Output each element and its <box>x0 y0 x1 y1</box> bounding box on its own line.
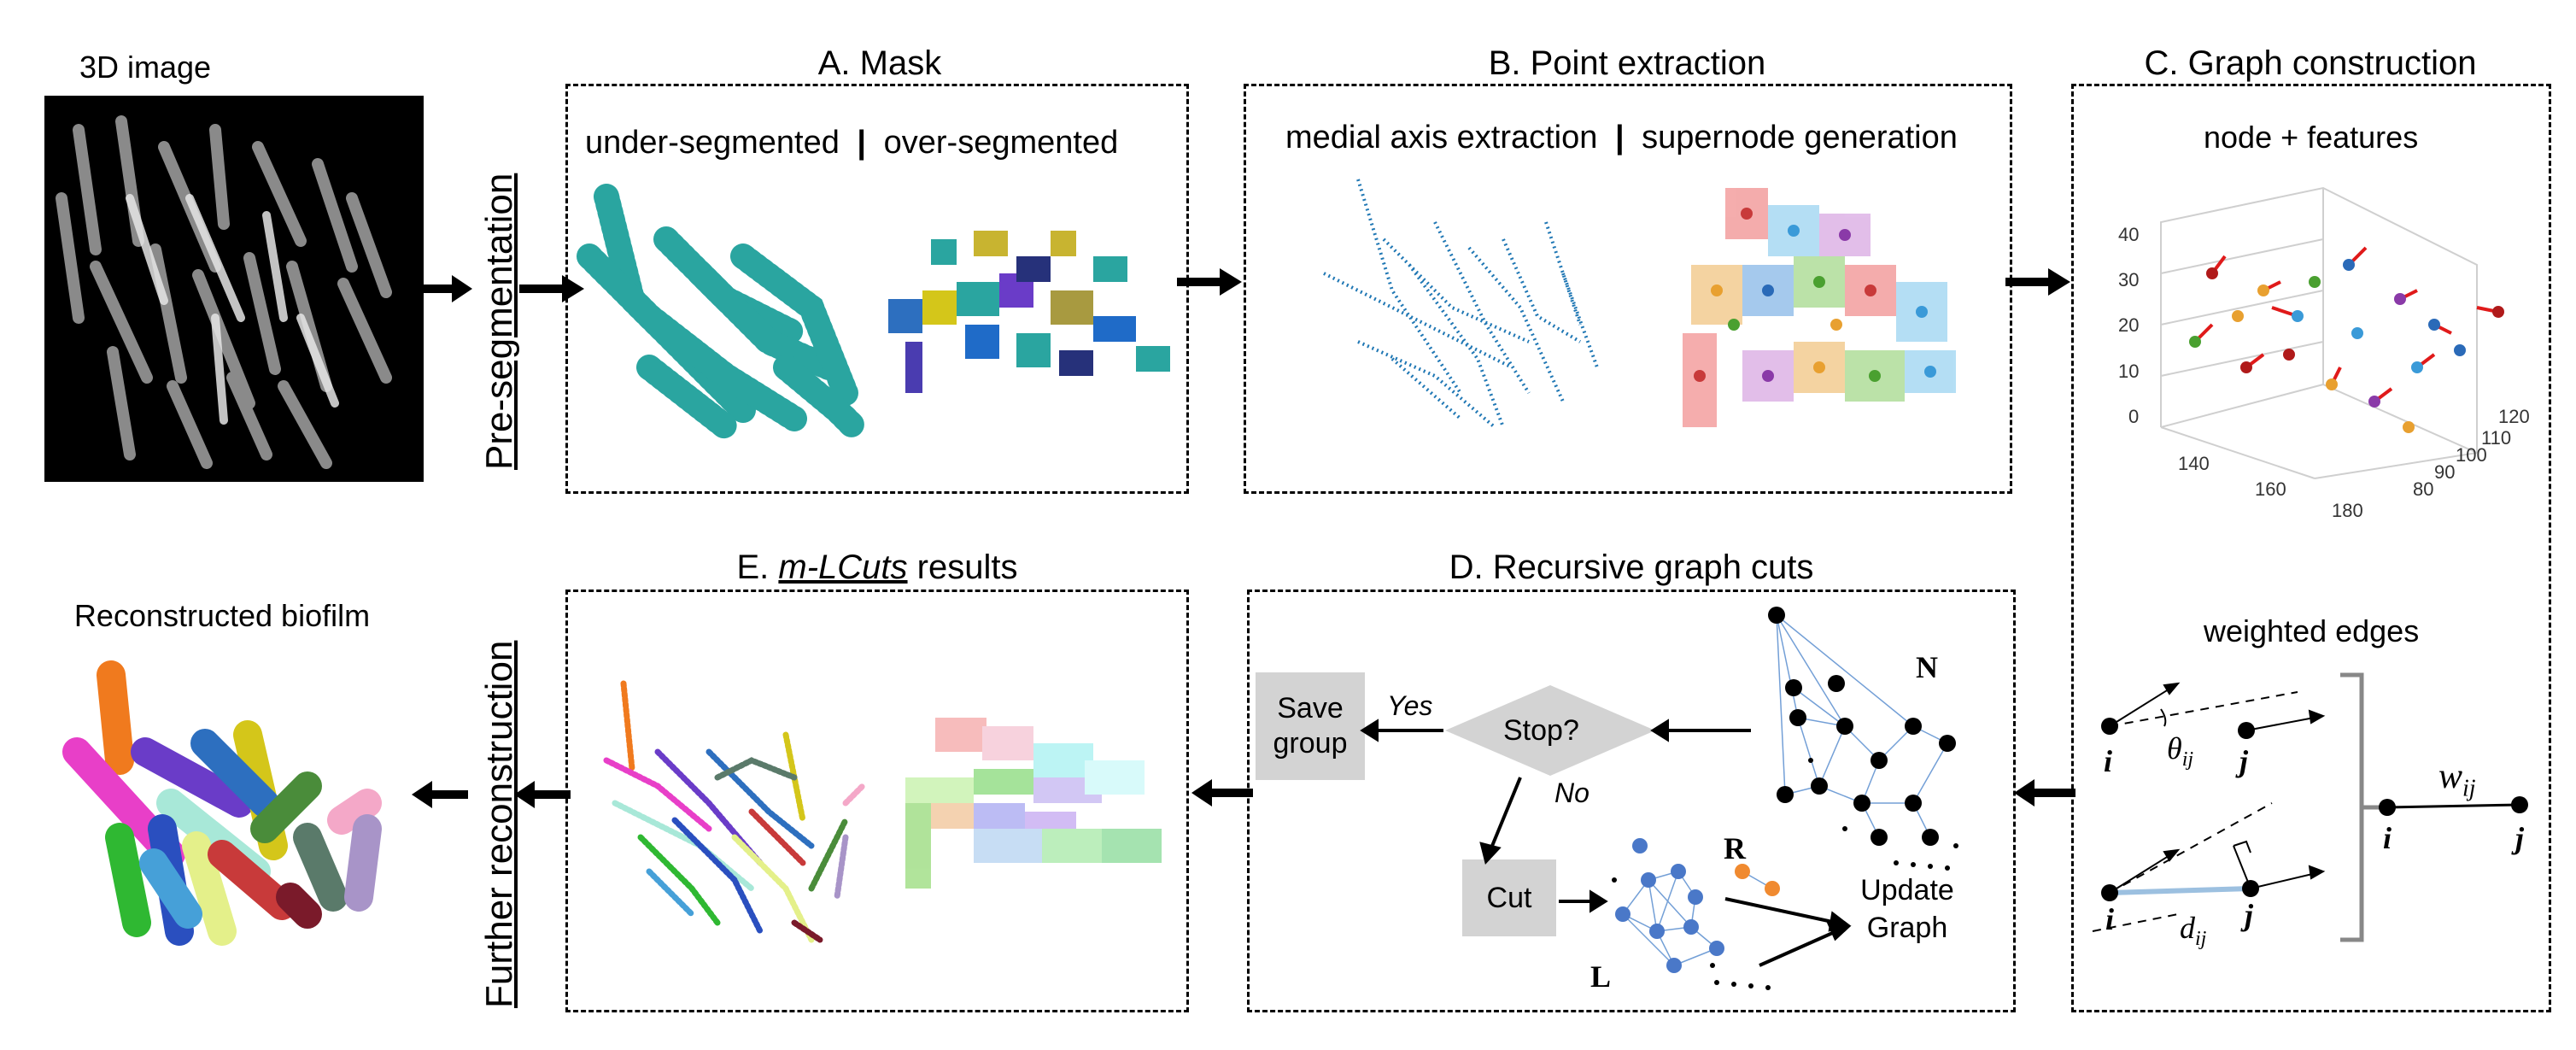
no-label: No <box>1554 777 1590 808</box>
z-tick-30: 30 <box>2118 269 2139 290</box>
separator: | <box>1614 120 1625 155</box>
node-set-r: R <box>1724 831 1746 865</box>
over-segmented-render <box>888 231 1170 393</box>
y-tick-90: 90 <box>2434 461 2455 483</box>
node-set-n: N <box>1916 650 1938 684</box>
arrow-d-to-e <box>1191 779 1253 807</box>
z-tick-40: 40 <box>2118 224 2139 245</box>
var-i-top: i <box>2104 744 2113 778</box>
mlcuts-line-results <box>603 680 866 943</box>
weighted-edges-label: weighted edges <box>2204 613 2420 648</box>
panel-e-title-prefix: E. <box>736 548 779 586</box>
d-subscript: ij <box>2195 928 2207 951</box>
panel-b-subtitle: medial axis extraction | supernode gener… <box>1285 120 1958 156</box>
medial-axis-label: medial axis extraction <box>1285 120 1598 155</box>
w-label: wij <box>2438 756 2476 802</box>
var-i-bottom: i <box>2105 902 2115 936</box>
stop-label: Stop? <box>1503 714 1579 747</box>
panel-d-recursive-cuts <box>1247 590 2016 1012</box>
medial-axis-render <box>1323 179 1599 429</box>
arrow-a-to-b <box>1177 268 1242 296</box>
x-tick-180: 180 <box>2332 500 2363 521</box>
panel-e-title: E. m-LCuts results <box>565 548 1189 587</box>
pre-segmentation-label: Pre-segmentation <box>478 173 520 470</box>
arrow-to-reconstructed <box>412 781 468 808</box>
cut-label: Cut <box>1486 881 1532 914</box>
cut-box: Cut <box>1462 859 1556 936</box>
z-tick-20: 20 <box>2118 314 2139 336</box>
panel-e-title-method: m-LCuts <box>778 548 908 586</box>
arrow-pre-seg-left <box>423 275 472 302</box>
supernode-label: supernode generation <box>1642 120 1958 155</box>
panel-b-title: B. Point extraction <box>1488 44 1766 82</box>
var-j-right: j <box>2515 821 2525 855</box>
panel-a-mask <box>565 84 1189 494</box>
update-graph-label: Update Graph <box>1860 874 1954 945</box>
theta-symbol: θ <box>2167 731 2182 766</box>
panel-d-title: D. Recursive graph cuts <box>1449 548 1814 586</box>
weighted-edges-diagram <box>2092 672 2528 942</box>
panel-d-graph-diagram <box>1360 607 1958 990</box>
arrow-b-to-c <box>2005 268 2070 296</box>
separator: | <box>857 125 867 161</box>
y-tick-110: 110 <box>2481 427 2511 449</box>
var-i-right: i <box>2383 821 2392 855</box>
y-tick-100: 100 <box>2456 444 2487 466</box>
w-symbol: w <box>2438 757 2463 796</box>
node-features-3d-plot: 0 10 20 30 40 140 160 180 80 90 100 110 … <box>2118 186 2530 521</box>
reconstructed-title: Reconstructed biofilm <box>73 598 371 633</box>
z-tick-0: 0 <box>2128 406 2139 427</box>
under-segmented-label: under-segmented <box>585 125 840 161</box>
save-group-label: Save group <box>1273 692 1348 760</box>
theta-subscript: ij <box>2181 748 2194 771</box>
stop-diamond <box>1445 685 1655 776</box>
node-set-l: L <box>1590 959 1612 994</box>
panel-e-mlcuts-results <box>565 590 1189 1012</box>
theta-label: θij <box>2167 730 2193 771</box>
x-tick-140: 140 <box>2178 453 2210 474</box>
yes-label: Yes <box>1387 690 1433 721</box>
under-segmented-render <box>577 184 867 440</box>
y-tick-120: 120 <box>2498 406 2530 427</box>
panel-c-title: C. Graph construction <box>2144 44 2477 82</box>
panel-a-subtitle: under-segmented | over-segmented <box>585 125 1118 161</box>
panel-e-title-suffix: results <box>907 548 1018 586</box>
node-features-label: node + features <box>2204 120 2419 155</box>
over-segmented-label: over-segmented <box>883 125 1119 161</box>
image-title: 3D image <box>79 50 212 85</box>
d-label: dij <box>2180 910 2206 951</box>
x-tick-160: 160 <box>2255 478 2286 500</box>
raw-3d-image <box>44 96 424 482</box>
further-reconstruction-label: Further reconstruction <box>478 640 520 1008</box>
arrow-c-to-d <box>2014 779 2075 807</box>
supernode-render <box>1683 188 1956 427</box>
panel-a-title: A. Mask <box>817 44 942 82</box>
arrow-from-e <box>514 781 571 808</box>
save-group-box: Save group <box>1256 672 1365 780</box>
w-subscript: ij <box>2462 775 2476 802</box>
d-symbol: d <box>2180 911 2195 945</box>
var-j-top: j <box>2239 744 2249 778</box>
reconstructed-biofilm-render <box>62 660 382 946</box>
var-j-bottom: j <box>2245 898 2254 932</box>
panel-b-point-extraction <box>1244 84 2012 494</box>
panel-c-graph-construction <box>2071 84 2551 1012</box>
z-tick-10: 10 <box>2118 361 2139 382</box>
y-tick-80: 80 <box>2413 478 2433 500</box>
mlcuts-supernode-results <box>905 718 1162 889</box>
